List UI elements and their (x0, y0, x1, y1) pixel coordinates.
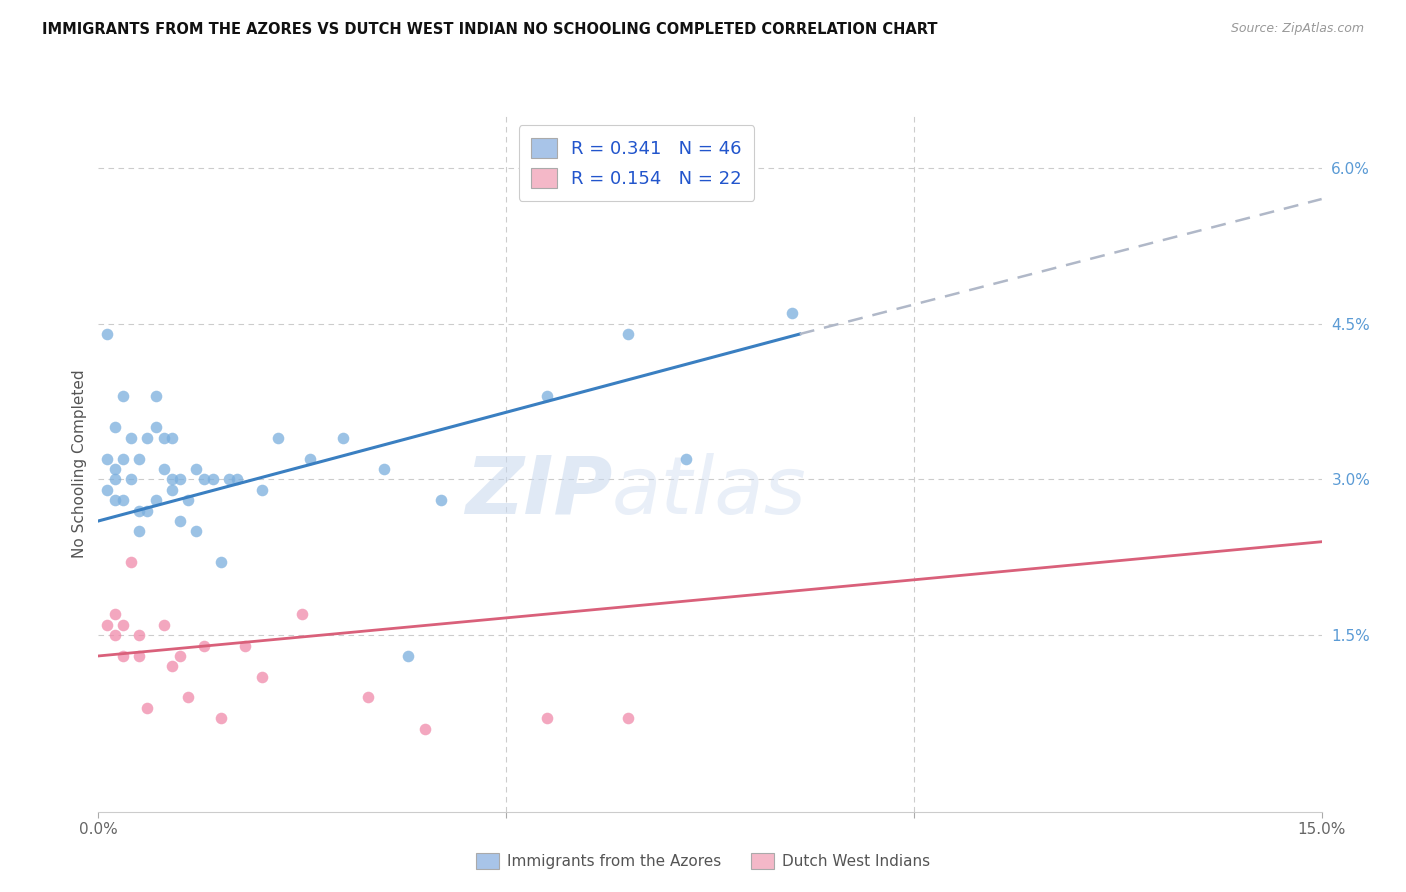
Point (96, 451, 118, 466)
Text: atlas: atlas (612, 452, 807, 531)
Point (186, 462, 208, 476)
Point (267, 431, 290, 445)
Point (201, 472, 224, 486)
Point (193, 639, 215, 653)
Point (332, 431, 354, 445)
Point (160, 659, 183, 673)
Point (96, 617, 118, 632)
Point (413, 722, 436, 736)
Point (104, 420, 127, 434)
Text: IMMIGRANTS FROM THE AZORES VS DUTCH WEST INDIAN NO SCHOOLING COMPLETED CORRELATI: IMMIGRANTS FROM THE AZORES VS DUTCH WEST… (42, 22, 938, 37)
Point (104, 628, 127, 642)
Legend: Immigrants from the Azores, Dutch West Indians: Immigrants from the Azores, Dutch West I… (470, 847, 936, 875)
Point (128, 503, 150, 517)
Point (136, 503, 159, 517)
Y-axis label: No Schooling Completed: No Schooling Completed (72, 369, 87, 558)
Point (209, 556, 232, 570)
Point (169, 648, 191, 663)
Point (226, 472, 249, 486)
Point (169, 472, 191, 486)
Point (193, 472, 215, 486)
Point (136, 431, 159, 445)
Point (104, 462, 127, 476)
Point (617, 326, 640, 341)
Point (104, 472, 127, 486)
Point (104, 607, 127, 622)
Point (373, 462, 395, 476)
Point (675, 451, 697, 466)
Point (128, 451, 150, 466)
Point (177, 493, 200, 508)
Point (111, 617, 134, 632)
Point (617, 711, 640, 725)
Point (536, 389, 558, 403)
Point (430, 493, 453, 508)
Point (356, 690, 378, 705)
Point (120, 556, 142, 570)
Point (536, 711, 558, 725)
Point (111, 648, 134, 663)
Point (128, 524, 150, 539)
Point (120, 431, 142, 445)
Point (160, 472, 183, 486)
Point (128, 628, 150, 642)
Point (145, 389, 167, 403)
Point (160, 431, 183, 445)
Point (111, 493, 134, 508)
Point (177, 690, 200, 705)
Point (111, 451, 134, 466)
Point (152, 617, 174, 632)
Point (299, 451, 322, 466)
Point (96, 483, 118, 497)
Text: ZIP: ZIP (465, 452, 612, 531)
Point (396, 648, 419, 663)
Point (104, 493, 127, 508)
Point (120, 472, 142, 486)
Point (96, 326, 118, 341)
Point (160, 483, 183, 497)
Point (291, 607, 314, 622)
Point (186, 524, 208, 539)
Point (169, 514, 191, 528)
Point (136, 701, 159, 715)
Point (233, 639, 256, 653)
Text: Source: ZipAtlas.com: Source: ZipAtlas.com (1230, 22, 1364, 36)
Point (145, 420, 167, 434)
Point (152, 462, 174, 476)
Point (145, 493, 167, 508)
Point (250, 670, 273, 684)
Point (209, 711, 232, 725)
Point (111, 389, 134, 403)
Point (128, 648, 150, 663)
Point (250, 483, 273, 497)
Point (152, 431, 174, 445)
Legend: R = 0.341   N = 46, R = 0.154   N = 22: R = 0.341 N = 46, R = 0.154 N = 22 (519, 125, 755, 201)
Point (780, 306, 803, 320)
Point (218, 472, 240, 486)
